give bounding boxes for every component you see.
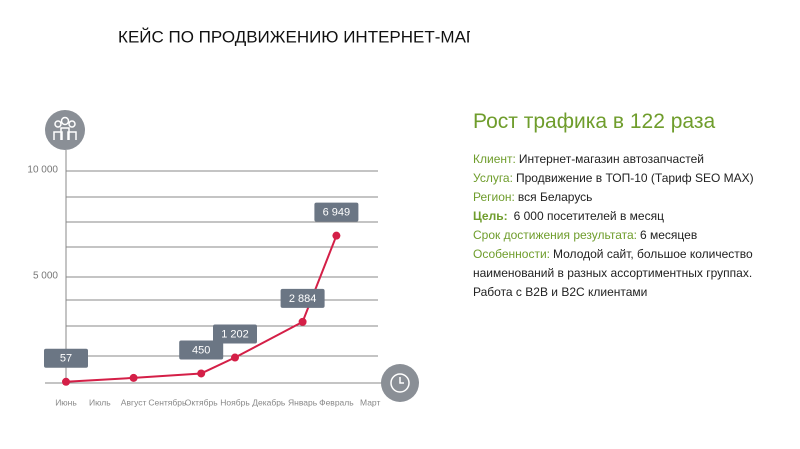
row-text: 6 000 посетителей в месяц: [513, 209, 664, 223]
x-tick-label: Октябрь: [185, 397, 219, 407]
icon-head: [54, 120, 62, 128]
connector: [133, 372, 202, 379]
label-box: [179, 340, 224, 360]
info-row: Срок достижения результата: 6 месяцев: [473, 226, 783, 245]
row-label: Цель:: [473, 209, 508, 223]
label-box: [314, 202, 359, 222]
row-text: вся Беларусь: [517, 190, 593, 204]
info-row: Цель: 6 000 посетителей в месяц: [473, 207, 783, 226]
data-point: [62, 377, 70, 386]
x-tick-label: Ноябрь: [220, 397, 250, 407]
row-text: Интернет-магазин автозапчастей: [518, 152, 704, 166]
x-tick-label: Июль: [89, 397, 111, 407]
data-point: [129, 373, 138, 382]
connector: [65, 376, 134, 383]
panel-title: Рост трафика в 122 раза: [473, 110, 716, 133]
y-tick-label: 10 000: [27, 165, 58, 176]
icon-head: [60, 116, 70, 126]
data-label: 450: [192, 344, 210, 356]
info-panel: Рост трафика в 122 раза Клиент: Интернет-…: [473, 108, 783, 302]
connector: [234, 320, 304, 359]
people-icon: [45, 110, 85, 150]
connector: [200, 356, 236, 375]
icon-body: [53, 127, 77, 140]
icon-head: [68, 120, 76, 128]
row-label: Срок достижения результата:: [473, 228, 637, 242]
x-tick-label: Июнь: [55, 397, 77, 407]
icon-clock: [390, 373, 410, 393]
row-text: 6 месяцев: [639, 228, 698, 242]
data-label: 2 884: [289, 293, 317, 305]
x-tick-label: Март: [360, 397, 380, 407]
label-box: [280, 288, 325, 308]
clock-icon: [381, 364, 419, 402]
chart: КЕЙС ПО ПРОДВИЖЕНИЮ ИНТЕРНЕТ-МАГАЗИНА АВ…: [27, 27, 470, 407]
page-title: КЕЙС ПО ПРОДВИЖЕНИЮ ИНТЕРНЕТ-МАГАЗИНА АВ…: [118, 27, 470, 46]
row-label: Особенности:: [473, 247, 551, 261]
data-point: [231, 353, 239, 362]
data-label: 57: [60, 353, 72, 365]
data-label: 6 949: [323, 207, 351, 219]
row-text: Молодой сайт, большое количество наимено…: [473, 247, 753, 299]
row-label: Клиент:: [473, 152, 516, 166]
row-label: Регион:: [473, 190, 515, 204]
x-tick-label: Август: [121, 397, 147, 407]
info-row: Клиент: Интернет-магазин автозапчастей: [473, 150, 783, 169]
data-point: [298, 317, 307, 326]
y-tick-label: 5 000: [33, 271, 58, 282]
label-box: [44, 348, 88, 368]
data-point: [332, 231, 341, 240]
x-tick-label: Сентябрь: [148, 397, 187, 407]
label-box: [213, 324, 257, 344]
x-tick-label: Февраль: [319, 397, 354, 407]
data-label: 1 202: [221, 328, 249, 340]
info-row: Регион: вся Беларусь: [473, 188, 783, 207]
icon-circle: [45, 110, 85, 150]
row-text: Продвижение в ТОП-10 (Тариф SEO MAX): [515, 171, 754, 185]
info-row: Услуга: Продвижение в ТОП-10 (Тариф SEO M…: [473, 169, 783, 188]
x-tick-label: Январь: [288, 397, 318, 407]
icon-hands: [399, 377, 404, 384]
data-point: [197, 369, 206, 378]
x-tick-label: Декабрь: [252, 397, 286, 407]
connector: [301, 235, 338, 323]
info-row: Особенности: Молодой сайт, большое количе…: [473, 245, 783, 302]
info-rows: Клиент: Интернет-магазин автозапчастей Усл…: [473, 150, 783, 302]
row-label: Услуга:: [473, 171, 513, 185]
